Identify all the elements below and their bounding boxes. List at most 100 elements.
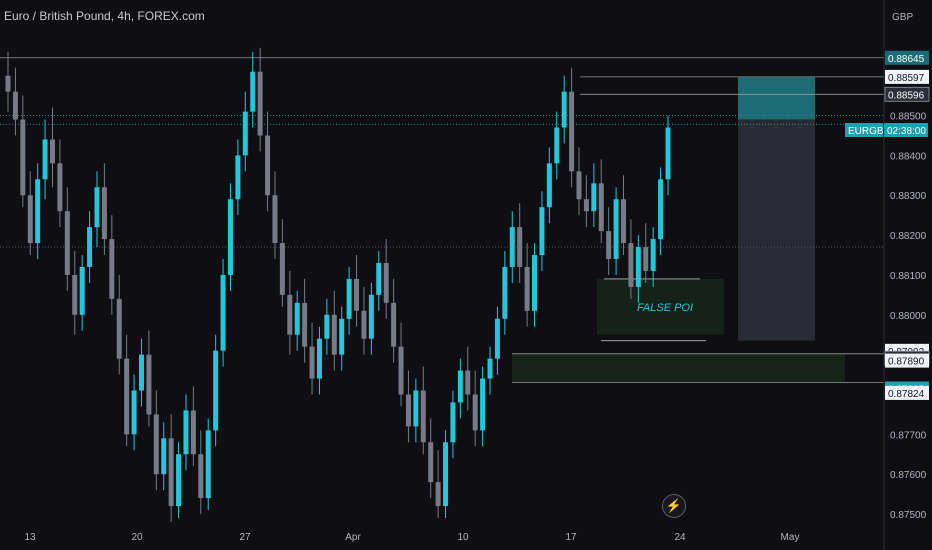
- candle-body: [64, 211, 70, 275]
- candle-body: [598, 183, 604, 232]
- candle-body: [368, 294, 374, 339]
- candle-body: [265, 135, 271, 196]
- price-tag-label: 0.88596: [888, 90, 925, 101]
- countdown-label: 02:38:00: [887, 126, 926, 137]
- candle-body: [131, 390, 137, 435]
- candle-body: [502, 266, 508, 319]
- position-zone[interactable]: [738, 119, 815, 341]
- time-tick-label: 27: [239, 532, 251, 543]
- candle-body: [190, 410, 196, 455]
- candle-body: [583, 199, 589, 212]
- time-tick-label: 17: [565, 532, 577, 543]
- price-tick-label: 0.88100: [890, 271, 927, 282]
- symbol-tag[interactable]: EURGBP 02:38:00: [845, 123, 928, 137]
- candle-body: [665, 127, 671, 180]
- symbol-tag-background: [845, 123, 883, 137]
- candle-body: [524, 266, 530, 311]
- candle-body: [316, 338, 322, 379]
- price-tag-label: 0.87824: [888, 389, 925, 400]
- price-tick-label: 0.87600: [890, 470, 927, 481]
- candle-body: [87, 227, 93, 267]
- candle-body: [294, 302, 300, 335]
- candle-body: [176, 454, 182, 507]
- symbol-label: EURGBP: [848, 126, 891, 137]
- price-tag-background: [885, 50, 929, 65]
- price-tag-background: [885, 353, 929, 368]
- candle-body: [398, 346, 404, 395]
- candle-body: [346, 278, 352, 319]
- candle-body: [49, 139, 55, 164]
- candle-body: [109, 239, 115, 299]
- candle-body: [161, 438, 167, 475]
- candle-body: [613, 199, 619, 259]
- price-tick-label: 0.88000: [890, 311, 927, 322]
- candle-body: [227, 199, 233, 275]
- candle-body: [576, 171, 582, 200]
- time-tick-label: May: [781, 532, 800, 543]
- false-poi-zone[interactable]: [597, 278, 724, 335]
- candle-body: [606, 231, 612, 259]
- candle-body: [138, 354, 144, 391]
- price-tick-label: 0.88400: [890, 151, 927, 162]
- candle-body: [621, 199, 627, 244]
- candle-body: [205, 430, 211, 499]
- candle-body: [27, 195, 33, 244]
- candle-body: [643, 247, 649, 271]
- level-lines: [0, 57, 884, 383]
- candle-body: [591, 183, 597, 212]
- candle-body: [465, 370, 471, 395]
- candle-body: [309, 346, 315, 379]
- candle-body: [428, 442, 434, 483]
- zones-layer: [512, 77, 845, 383]
- price-tag-background: [884, 86, 930, 102]
- time-axis[interactable]: 13 20 27 Apr 10 17 24 May: [24, 532, 799, 543]
- candle-body: [168, 438, 174, 507]
- candle-body: [198, 454, 204, 499]
- candle-body: [383, 262, 389, 303]
- candle-body: [376, 262, 382, 295]
- candle-body: [72, 274, 78, 315]
- candle-body: [435, 482, 441, 507]
- candle-body: [339, 318, 345, 355]
- candle-body: [443, 442, 449, 507]
- candle-body: [517, 227, 523, 267]
- price-tag-label: 0.87890: [888, 357, 925, 368]
- candle-body: [420, 390, 426, 443]
- candle-body: [391, 302, 397, 347]
- candle-body: [5, 75, 11, 92]
- candle-body: [183, 410, 189, 455]
- candle-body: [546, 163, 552, 208]
- candle-body: [413, 390, 419, 427]
- false-poi-label: FALSE POI: [637, 302, 693, 314]
- price-tag-background: [885, 385, 929, 400]
- price-axis[interactable]: GBP 0.875000.876000.877000.878000.879000…: [883, 0, 932, 550]
- candle-body: [450, 402, 456, 443]
- candle-body: [509, 227, 515, 267]
- bolt-icon[interactable]: ⚡: [662, 494, 686, 518]
- target-zone[interactable]: [738, 77, 815, 120]
- candle-body: [302, 302, 308, 347]
- price-tick-label: 0.88500: [890, 112, 927, 123]
- candle-body: [361, 310, 367, 339]
- candle-body: [94, 187, 100, 228]
- candle-body: [272, 195, 278, 244]
- candle-body: [561, 91, 567, 128]
- candles-layer: [5, 47, 671, 522]
- price-tags: 0.886450.885970.885960.879020.878910.878…: [884, 50, 930, 400]
- candle-body: [79, 266, 85, 315]
- candle-body: [480, 378, 486, 431]
- currency-label: GBP: [892, 12, 913, 23]
- chart-title: Euro / British Pound, 4h, FOREX.com: [4, 9, 205, 23]
- candle-body: [213, 350, 219, 431]
- candle-body: [472, 394, 478, 431]
- price-tick-label: 0.87500: [890, 510, 927, 521]
- candle-body: [487, 358, 493, 379]
- candle-body: [257, 71, 263, 136]
- candle-body: [457, 370, 463, 403]
- candle-body: [279, 243, 285, 295]
- candle-body: [101, 187, 107, 240]
- countdown-tag-background: [884, 123, 928, 137]
- demand-zone[interactable]: [512, 353, 845, 383]
- candle-body: [658, 179, 664, 240]
